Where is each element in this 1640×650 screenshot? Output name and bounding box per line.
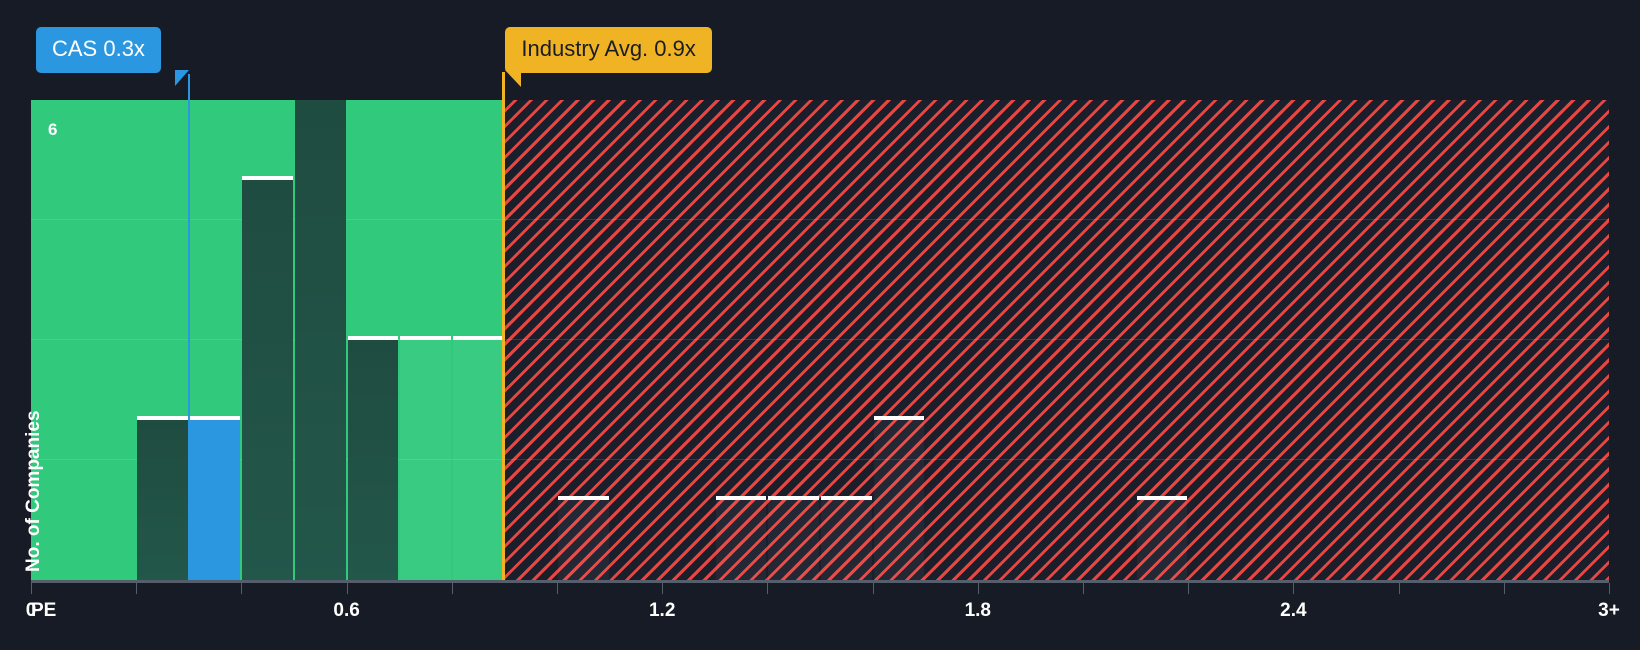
- bar-cap: [715, 496, 767, 500]
- bar[interactable]: [873, 416, 925, 580]
- x-axis-tick: [1293, 583, 1295, 594]
- bar-cap: [452, 336, 504, 340]
- x-axis-line: [31, 580, 1609, 583]
- bar-cap: [768, 496, 819, 500]
- bar[interactable]: [295, 100, 346, 580]
- x-axis-tick: [136, 583, 138, 594]
- x-axis-tick: [1609, 583, 1610, 594]
- x-axis-tick: [1503, 583, 1505, 594]
- x-axis-tick: [1083, 583, 1084, 594]
- bar[interactable]: [558, 496, 609, 580]
- x-axis-tick: [1188, 583, 1190, 594]
- bar[interactable]: [347, 336, 399, 580]
- bar[interactable]: [715, 496, 767, 580]
- bar[interactable]: [821, 496, 872, 580]
- x-axis-tick-label: 1.8: [964, 600, 992, 621]
- y-axis-label: No. of Companies: [23, 410, 44, 572]
- bar-cap: [400, 336, 451, 340]
- x-axis-tick-label: 3+: [1598, 600, 1620, 621]
- x-axis-label: PE: [31, 600, 57, 621]
- bar-cap: [242, 176, 293, 180]
- overvalued-zone: [504, 100, 1609, 580]
- y-axis-top-value: 6: [48, 120, 58, 139]
- x-axis-tick: [241, 583, 243, 594]
- x-axis-tick: [662, 583, 664, 594]
- bar-cap: [558, 496, 609, 500]
- bar[interactable]: [400, 336, 451, 580]
- bar-cap: [189, 416, 241, 420]
- bar[interactable]: [137, 416, 188, 580]
- x-axis-tick: [1398, 583, 1400, 594]
- bar-cap: [821, 496, 872, 500]
- x-axis-tick-label: 1.2: [648, 600, 676, 621]
- x-axis-tick-label: 0.6: [333, 600, 360, 621]
- bar[interactable]: [242, 176, 293, 580]
- company-callout-tail: [174, 70, 189, 86]
- x-axis-tick-label: 0: [25, 600, 37, 621]
- company-callout[interactable]: CAS 0.3x: [36, 27, 161, 73]
- x-axis-tick-label: 2.4: [1280, 600, 1307, 621]
- bar[interactable]: [452, 336, 504, 580]
- x-axis-tick: [451, 583, 453, 594]
- bar[interactable]: [768, 496, 819, 580]
- industry-callout-tail: [505, 70, 522, 87]
- plot-area: [31, 100, 1609, 580]
- industry-callout[interactable]: Industry Avg. 0.9x: [505, 27, 712, 73]
- bar[interactable]: [1136, 496, 1188, 580]
- bar-cap: [873, 416, 925, 420]
- x-axis-tick: [977, 583, 979, 594]
- x-axis-tick: [557, 583, 558, 594]
- company-marker-line: [187, 74, 190, 580]
- bar-cap: [137, 416, 188, 420]
- x-axis-tick: [767, 583, 769, 594]
- x-axis-tick: [346, 583, 348, 594]
- x-axis-tick: [872, 583, 874, 594]
- x-axis-tick: [31, 583, 32, 594]
- industry-marker-line: [502, 72, 506, 580]
- bar-company[interactable]: [189, 416, 241, 580]
- bar-cap: [347, 336, 399, 340]
- bar-cap: [1136, 496, 1188, 500]
